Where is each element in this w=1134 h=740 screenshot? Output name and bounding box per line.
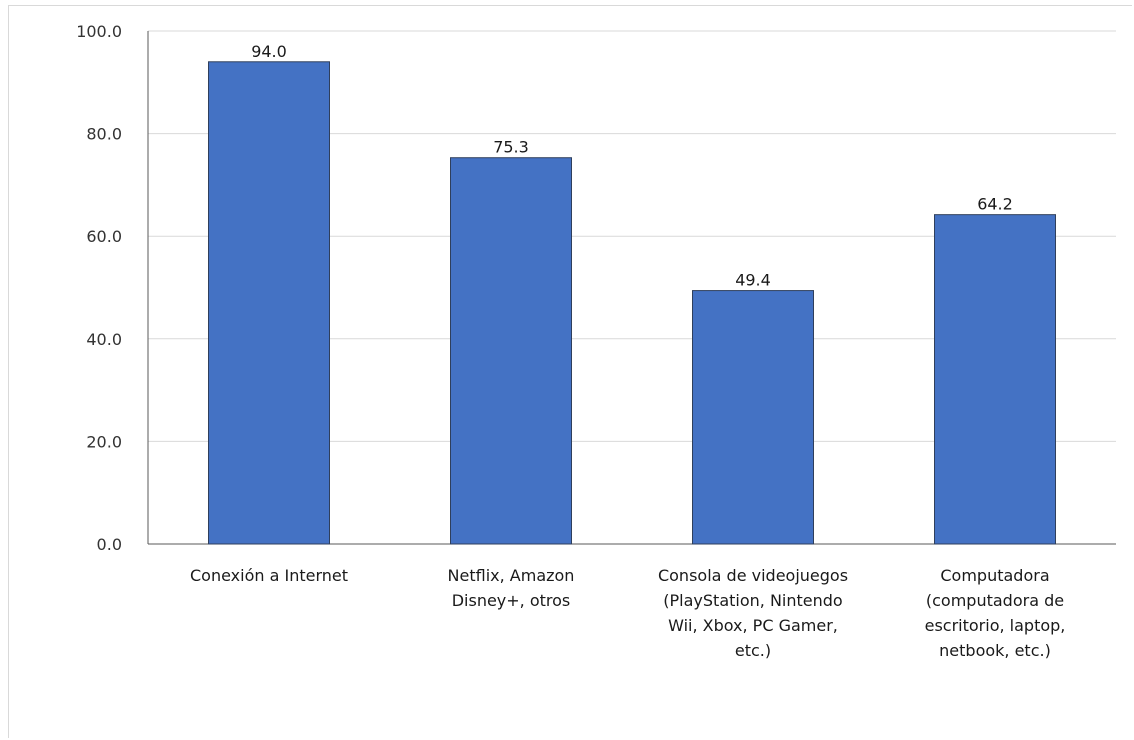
- data-label: 49.4: [735, 271, 771, 290]
- data-label: 75.3: [493, 138, 529, 157]
- category-label: Netflix, Amazon: [448, 566, 575, 585]
- category-label: Disney+, otros: [452, 591, 571, 610]
- category-label: Computadora: [940, 566, 1049, 585]
- y-tick-label: 40.0: [86, 330, 122, 349]
- y-tick-label: 0.0: [97, 535, 122, 554]
- category-label: (computadora de: [926, 591, 1064, 610]
- bar: [208, 61, 330, 545]
- category-label: netbook, etc.): [939, 641, 1051, 660]
- y-tick-label: 20.0: [86, 432, 122, 451]
- y-tick-label: 100.0: [76, 22, 122, 41]
- bar: [692, 290, 814, 545]
- category-label: Consola de videojuegos: [658, 566, 848, 585]
- category-label: Wii, Xbox, PC Gamer,: [668, 616, 838, 635]
- category-label: (PlayStation, Nintendo: [663, 591, 842, 610]
- y-tick-label: 80.0: [86, 125, 122, 144]
- category-label: escritorio, laptop,: [925, 616, 1066, 635]
- y-tick-label: 60.0: [86, 227, 122, 246]
- data-label: 64.2: [977, 195, 1013, 214]
- bar: [450, 157, 572, 545]
- bar: [934, 214, 1056, 545]
- category-label: Conexión a Internet: [190, 566, 348, 585]
- category-label: etc.): [735, 641, 771, 660]
- data-label: 94.0: [251, 42, 287, 61]
